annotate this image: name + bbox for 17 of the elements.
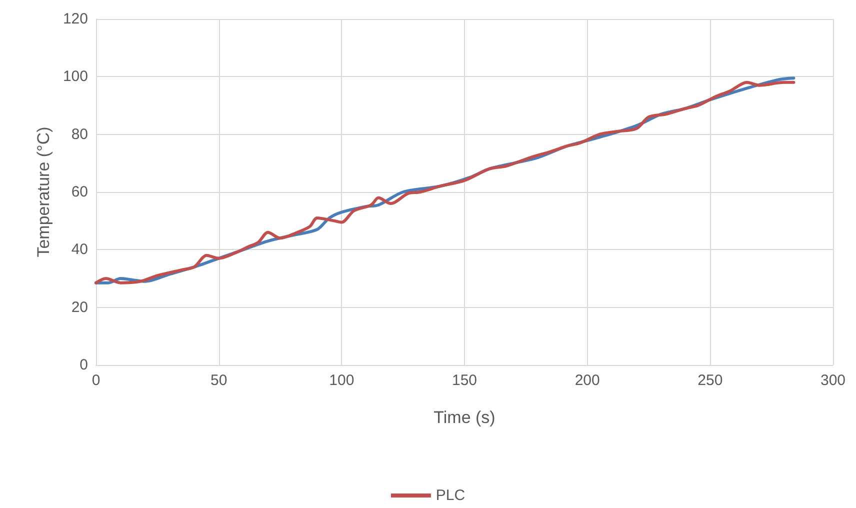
x-tick-label: 0 <box>92 372 100 389</box>
y-tick-label: 80 <box>71 126 88 143</box>
y-tick-label: 60 <box>71 184 88 200</box>
y-tick-label: 120 <box>62 10 88 28</box>
y-tick-label: 20 <box>71 298 88 316</box>
x-tick-label: 250 <box>698 372 723 389</box>
legend-label: PLC <box>436 487 466 504</box>
x-tick-label: 150 <box>452 372 478 389</box>
x-axis-title: Time (s) <box>434 408 496 427</box>
x-tick-label: 300 <box>820 372 846 389</box>
x-tick-label: 100 <box>329 372 354 389</box>
y-tick-label: 100 <box>62 68 88 86</box>
x-tick-label: 50 <box>210 372 228 389</box>
x-tick-label: 200 <box>574 372 600 389</box>
y-tick-label: 40 <box>71 241 88 258</box>
y-tick-label: 0 <box>80 356 88 374</box>
y-axis-title: Temperature (°C) <box>34 126 53 258</box>
